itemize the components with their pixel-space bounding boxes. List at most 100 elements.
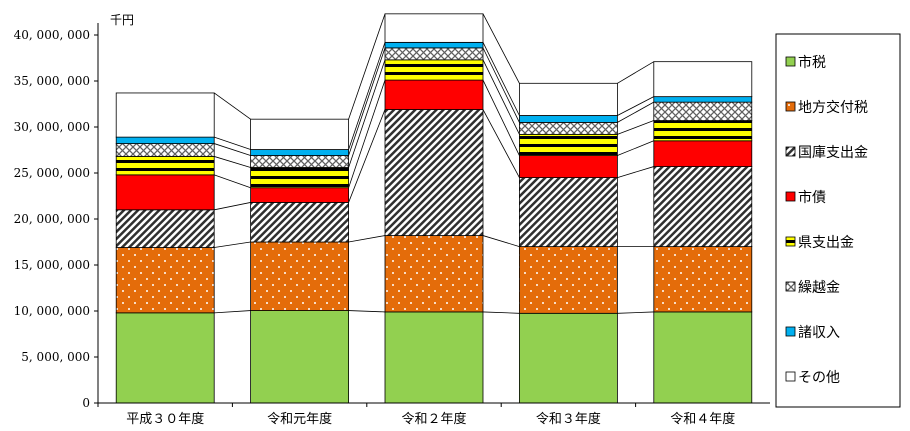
y-tick-label: 35, 000, 000 xyxy=(14,74,90,88)
bar-segment xyxy=(250,155,350,168)
y-tick-label: 40, 000, 000 xyxy=(14,28,90,42)
legend-label: 地方交付税 xyxy=(798,99,868,116)
connector-line xyxy=(348,59,386,168)
bar-segment xyxy=(519,115,618,123)
bar-segment xyxy=(384,59,484,81)
connector-line xyxy=(348,109,386,203)
connector-line xyxy=(214,310,251,314)
bar-segment xyxy=(653,120,753,142)
legend-label: 県支出金 xyxy=(798,235,854,251)
legend-label: 繰越金 xyxy=(798,280,840,296)
connector-line xyxy=(213,92,251,120)
bar-segment xyxy=(250,149,350,156)
connector-line xyxy=(617,166,654,178)
connector-line xyxy=(214,143,251,156)
bar-segment xyxy=(115,174,215,211)
bar-segment xyxy=(653,166,753,247)
bar-segment xyxy=(384,311,484,404)
x-tick-label: 令和元年度 xyxy=(267,411,332,427)
unit-label: 千円 xyxy=(110,13,134,27)
bar-segment xyxy=(115,156,215,176)
y-tick-label: 15, 000, 000 xyxy=(14,258,90,272)
y-tick-label: 20, 000, 000 xyxy=(14,212,90,226)
connector-line xyxy=(348,13,386,120)
connector-line xyxy=(482,235,520,247)
bar-segment xyxy=(519,155,618,179)
bar-segment xyxy=(250,202,350,243)
bar-segment xyxy=(384,109,484,236)
legend-swatch xyxy=(785,146,796,157)
bar-segment xyxy=(519,246,618,314)
y-tick-label: 5, 000, 000 xyxy=(21,350,90,364)
connector-line xyxy=(617,96,654,116)
connector-line xyxy=(348,79,386,188)
y-axis-ticks: 0 5, 000, 000 10, 000, 000 15, 000, 000 20, … xyxy=(14,28,98,410)
connector-line xyxy=(482,42,520,116)
x-tick-label: 令和３年度 xyxy=(536,411,601,427)
x-tick-label: 平成３０年度 xyxy=(126,411,204,427)
bar-segment xyxy=(384,47,484,61)
bar-segment xyxy=(653,140,753,167)
connector-line xyxy=(482,47,520,123)
bar-segment xyxy=(115,92,215,138)
bar-segment xyxy=(653,311,753,404)
y-tick-label: 25, 000, 000 xyxy=(14,166,90,180)
connector-lines xyxy=(213,13,655,314)
connector-line xyxy=(617,61,655,84)
legend-swatch xyxy=(785,191,796,202)
legend-box xyxy=(775,33,901,408)
bar-segment xyxy=(250,241,350,311)
connector-line xyxy=(348,235,386,243)
bar-segment xyxy=(653,101,753,121)
legend-label: その他 xyxy=(798,370,840,386)
bar-segment xyxy=(115,312,215,404)
bar-segment xyxy=(653,96,753,103)
legend-swatch xyxy=(785,101,796,112)
bar-segment xyxy=(115,209,215,248)
connector-line xyxy=(348,42,386,150)
connector-line xyxy=(482,59,520,135)
bar-segment xyxy=(250,310,350,404)
connector-line xyxy=(214,156,251,168)
x-tick-label: 令和４年度 xyxy=(670,411,735,427)
legend-label: 国庫支出金 xyxy=(798,144,868,161)
connector-line xyxy=(482,311,520,314)
bar-segment xyxy=(519,122,618,135)
legend-swatch xyxy=(785,281,796,292)
connector-line xyxy=(214,202,251,211)
y-tick-label: 0 xyxy=(82,396,90,410)
bar-segment xyxy=(519,82,618,116)
bar-segment xyxy=(250,167,350,189)
bar-segment xyxy=(384,235,484,313)
connector-line xyxy=(214,241,251,248)
connector-line xyxy=(617,101,654,123)
connector-line xyxy=(214,136,251,150)
bar-segment xyxy=(115,143,215,157)
bar-segment xyxy=(653,246,753,313)
connector-line xyxy=(617,311,654,314)
bar-segment xyxy=(519,133,618,156)
legend-label: 市税 xyxy=(798,54,826,71)
legend-label: 諸収入 xyxy=(798,325,840,341)
connector-line xyxy=(617,120,654,135)
legend-swatch xyxy=(785,371,796,382)
bar-segment xyxy=(384,13,484,43)
connector-line xyxy=(214,174,251,189)
y-tick-label: 30, 000, 000 xyxy=(14,120,90,134)
connector-line xyxy=(482,79,520,156)
bar-segment xyxy=(115,136,215,144)
legend-swatch xyxy=(785,326,796,337)
axes xyxy=(97,23,770,404)
bar-segment xyxy=(250,187,350,203)
bar-segment xyxy=(384,41,484,49)
y-tick-label: 10, 000, 000 xyxy=(14,304,90,318)
connector-line xyxy=(482,13,520,84)
legend-label: 市債 xyxy=(798,189,826,206)
x-tick-label: 令和２年度 xyxy=(401,411,466,427)
connector-line xyxy=(348,310,386,313)
bar-stacks xyxy=(115,13,753,404)
bar-segment xyxy=(250,118,350,150)
bar-segment xyxy=(519,312,618,404)
